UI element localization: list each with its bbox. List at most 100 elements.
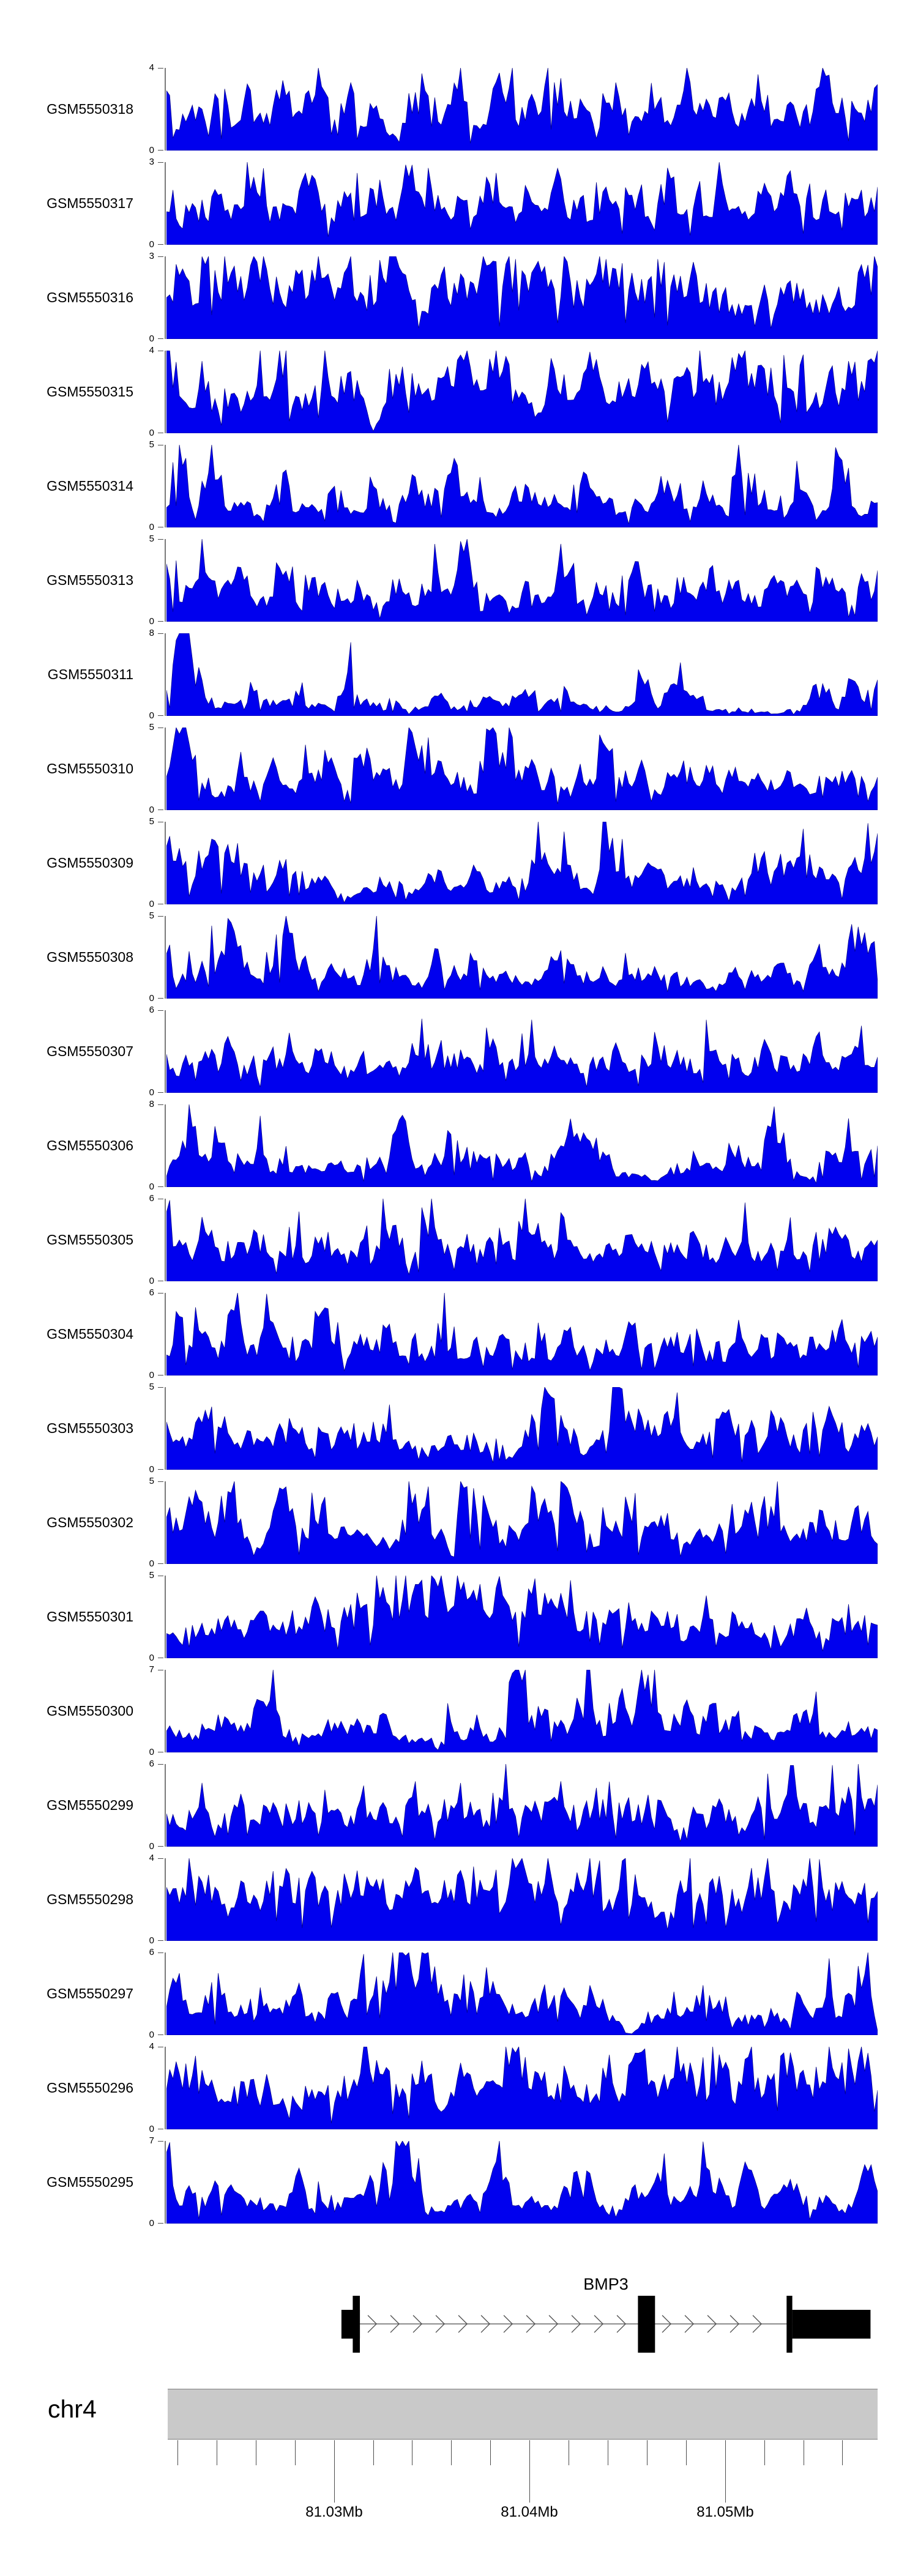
y-axis-zero-label: 0 [149,1464,154,1475]
y-axis-zero-label: 0 [149,899,154,909]
track-label: GSM5550303 [47,1420,133,1436]
y-axis-top-tick [158,256,163,257]
y-axis-max-label: 3 [149,157,154,167]
y-axis-max-label: 5 [149,534,154,544]
strand-direction-arrow-icon [571,2315,581,2333]
signal-area [166,256,878,339]
strand-direction-arrow-icon [752,2315,762,2333]
y-axis-line [165,1952,166,2035]
track-label: GSM5550297 [47,1985,133,2001]
y-axis-line [165,1387,166,1470]
y-axis-top-tick [158,539,163,540]
coverage-signal-GSM5550314 [166,445,878,527]
axis-major-tick-label: 81.03Mb [305,2504,363,2520]
y-axis-top-tick [158,1104,163,1105]
y-axis-line [165,351,166,433]
gene-name-label: BMP3 [583,2275,629,2293]
y-axis-line [165,1481,166,1564]
coverage-signal-GSM5550317 [166,162,878,245]
y-axis-line [165,539,166,622]
y-axis-max-label: 6 [149,1947,154,1957]
y-axis-line [165,1104,166,1187]
track-label: GSM5550315 [47,383,133,400]
strand-direction-arrow-icon [503,2315,513,2333]
strand-direction-arrow-icon [662,2315,671,2333]
gene-exon-block [353,2296,360,2353]
y-axis-zero-label: 0 [149,522,154,532]
strand-direction-arrow-icon [707,2315,717,2333]
coverage-signal-GSM5550308 [166,916,878,999]
track-label: GSM5550305 [47,1231,133,1248]
track-label: GSM5550304 [47,1325,133,1342]
y-axis-line [165,1199,166,1281]
y-axis-zero-label: 0 [149,1182,154,1192]
track-label: GSM5550317 [47,195,133,211]
track-label: GSM5550311 [47,666,133,682]
y-axis-line [165,162,166,245]
signal-area [166,1387,878,1470]
strand-direction-arrow-icon [594,2315,603,2333]
strand-direction-arrow-icon [435,2315,445,2333]
y-axis-max-label: 5 [149,439,154,450]
y-axis-line [165,1293,166,1375]
signal-area [166,1858,878,1941]
y-axis-max-label: 4 [149,345,154,356]
y-axis-bottom-tick [158,2034,163,2035]
y-axis-max-label: 8 [149,628,154,638]
y-axis-zero-label: 0 [149,2030,154,2040]
y-axis-line [165,1010,166,1093]
y-axis-max-label: 5 [149,722,154,732]
y-axis-zero-label: 0 [149,145,154,155]
coverage-signal-GSM5550298 [166,1858,878,1941]
axis-major-tick [334,2440,335,2503]
strand-direction-arrow-icon [480,2315,490,2333]
track-label: GSM5550308 [47,948,133,965]
y-axis-bottom-tick [158,1469,163,1470]
y-axis-max-label: 6 [149,1193,154,1204]
signal-area [166,162,878,245]
signal-area [166,1670,878,1752]
axis-minor-tick [295,2440,296,2465]
y-axis-line [165,1858,166,1941]
axis-minor-tick [451,2440,452,2465]
strand-direction-arrow-icon [367,2315,377,2333]
y-axis-top-tick [158,1010,163,1011]
y-axis-max-label: 5 [149,1570,154,1580]
y-axis-top-tick [158,1858,163,1859]
gene-utr-block [792,2310,871,2339]
signal-area [166,1481,878,1564]
signal-area [166,2141,878,2224]
signal-area [166,1952,878,2035]
y-axis-top-tick [158,1952,163,1953]
coverage-signal-GSM5550310 [166,728,878,810]
coverage-signal-GSM5550305 [166,1199,878,1281]
y-axis-bottom-tick [158,1186,163,1187]
coverage-signal-GSM5550304 [166,1293,878,1375]
y-axis-top-tick [158,633,163,634]
signal-area [166,1293,878,1375]
y-axis-bottom-tick [158,1940,163,1941]
coverage-signal-GSM5550295 [166,2141,878,2224]
y-axis-max-label: 7 [149,2135,154,2146]
coverage-signal-GSM5550300 [166,1670,878,1752]
track-label: GSM5550298 [47,1891,133,1907]
y-axis-zero-label: 0 [149,1087,154,1098]
y-axis-zero-label: 0 [149,1370,154,1380]
signal-area [166,351,878,433]
track-label: GSM5550301 [47,1608,133,1625]
y-axis-zero-label: 0 [149,333,154,344]
track-label: GSM5550306 [47,1137,133,1153]
y-axis-line [165,728,166,810]
y-axis-line [165,916,166,999]
axis-major-tick [725,2440,726,2503]
track-label: GSM5550316 [47,289,133,305]
coverage-signal-GSM5550296 [166,2047,878,2129]
strand-direction-arrow-icon [458,2315,468,2333]
y-axis-top-tick [158,68,163,69]
y-axis-max-label: 3 [149,251,154,261]
y-axis-bottom-tick [158,338,163,339]
track-label: GSM5550309 [47,854,133,871]
y-axis-max-label: 4 [149,62,154,73]
y-axis-zero-label: 0 [149,616,154,627]
track-label: GSM5550314 [47,477,133,494]
